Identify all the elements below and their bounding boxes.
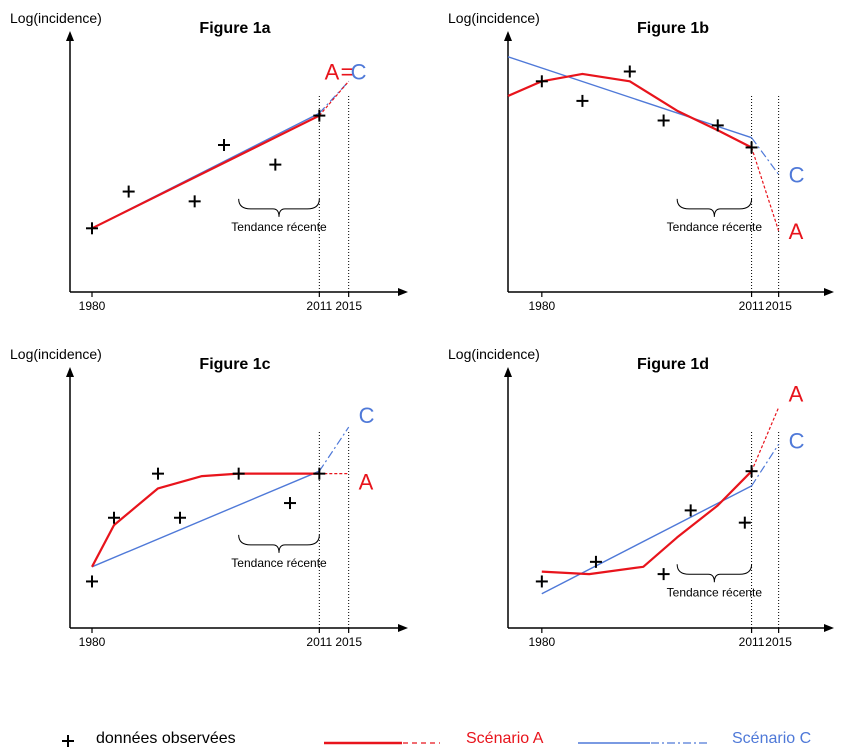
x-axis-arrow	[824, 288, 834, 296]
end-label-c: C	[789, 428, 805, 453]
observed-point	[745, 141, 758, 154]
scenario-a-projection-line	[318, 80, 350, 116]
observed-point	[745, 465, 758, 478]
observed-point	[152, 467, 164, 480]
y-axis-label: Log(incidence)	[10, 346, 102, 362]
chart-panel-4: Log(incidence) Figure 1d 1980 2011 2015 Tenda…	[448, 346, 834, 649]
chart-title: Figure 1c	[199, 356, 270, 373]
observed-point	[711, 119, 724, 132]
legend-scenario-a-label: Scénario A	[466, 730, 544, 747]
scenario-a-projection-line	[751, 407, 780, 472]
x-axis-arrow	[824, 624, 834, 632]
x-tick-label-2015: 2015	[765, 635, 792, 649]
scenario-c-projection-line	[318, 426, 350, 472]
x-tick-label-2011: 2011	[306, 635, 332, 649]
x-tick-label-2011: 2011	[739, 299, 765, 313]
scenario-c-fit-line	[91, 470, 320, 568]
x-tick-label-2015: 2015	[765, 299, 792, 313]
end-label-a: A	[789, 219, 804, 244]
end-label-a: A	[325, 59, 340, 84]
chart-title: Figure 1a	[199, 20, 270, 37]
legend: données observées Scénario A Scénario C	[62, 730, 811, 747]
observed-point	[738, 516, 751, 529]
legend-observed-label: données observées	[96, 730, 236, 747]
trend-brace	[676, 564, 753, 583]
trend-brace	[676, 198, 753, 217]
scenario-a-fit-line	[541, 470, 753, 576]
observed-point	[623, 65, 636, 78]
x-tick-label-2015: 2015	[335, 635, 362, 649]
y-axis-arrow	[504, 367, 512, 377]
scenario-c-projection-line	[318, 80, 350, 114]
x-tick-label-1980: 1980	[528, 299, 555, 313]
scenario-c-fit-line	[507, 56, 752, 139]
observed-point	[535, 75, 548, 88]
scenario-c-fit-line	[541, 485, 752, 595]
chart-panel-3: Log(incidence) Figure 1c 1980 2011 2015 Tenda…	[10, 346, 408, 649]
scenario-a-fit-line	[91, 114, 320, 230]
observed-point	[174, 511, 186, 524]
chart-title: Figure 1b	[637, 20, 709, 37]
y-axis-arrow	[66, 367, 74, 377]
observed-point	[86, 222, 98, 235]
observed-point	[108, 511, 120, 524]
x-tick-label-1980: 1980	[79, 635, 106, 649]
y-axis-label: Log(incidence)	[448, 346, 540, 362]
observed-point	[313, 467, 326, 480]
chart-title: Figure 1d	[637, 356, 709, 373]
end-label-c: C	[789, 162, 805, 187]
scenario-a-fit-line	[91, 472, 320, 568]
observed-point	[218, 139, 230, 151]
x-tick-label-1980: 1980	[79, 299, 106, 313]
scenario-a-projection-line	[751, 147, 780, 231]
observed-point	[576, 94, 589, 107]
chart-panel-2: Log(incidence) Figure 1b 1980 2011 2015 Tenda…	[448, 10, 834, 313]
observed-point	[684, 504, 697, 517]
trend-label: Tendance récente	[231, 220, 327, 234]
observed-point	[284, 497, 296, 510]
observed-point	[313, 109, 326, 122]
x-axis-arrow	[398, 624, 408, 632]
trend-brace	[238, 534, 320, 553]
y-axis-arrow	[504, 31, 512, 41]
observed-point	[232, 467, 245, 480]
scenario-c-projection-line	[751, 137, 780, 175]
end-label-equals: =	[341, 59, 354, 84]
end-label-a: A	[359, 470, 374, 495]
end-label-c: C	[351, 59, 367, 84]
scenario-c-projection-line	[751, 443, 780, 487]
x-tick-label-2011: 2011	[306, 299, 332, 313]
observed-point	[657, 114, 670, 127]
observed-point	[535, 575, 548, 588]
y-axis-label: Log(incidence)	[10, 10, 102, 26]
trend-label: Tendance récente	[667, 585, 763, 599]
x-tick-label-2011: 2011	[739, 635, 765, 649]
end-label-a: A	[789, 382, 804, 407]
scenario-a-fit-line	[507, 72, 753, 149]
x-tick-label-2015: 2015	[335, 299, 362, 313]
trend-label: Tendance récente	[667, 220, 763, 234]
observed-point	[589, 555, 602, 568]
x-axis-arrow	[398, 288, 408, 296]
legend-scenario-c-label: Scénario C	[732, 730, 811, 747]
observed-point	[657, 568, 670, 581]
chart-panel-1: Log(incidence) Figure 1a 1980 2011 2015 Tenda…	[10, 10, 408, 313]
end-label-c: C	[359, 403, 375, 428]
y-axis-label: Log(incidence)	[448, 10, 540, 26]
legend-observed-marker	[62, 735, 74, 747]
observed-point	[122, 185, 135, 198]
observed-point	[269, 158, 282, 171]
observed-point	[188, 195, 201, 208]
trend-label: Tendance récente	[231, 556, 327, 570]
trend-brace	[238, 198, 320, 217]
y-axis-arrow	[66, 31, 74, 41]
observed-point	[86, 575, 98, 588]
x-tick-label-1980: 1980	[528, 635, 555, 649]
